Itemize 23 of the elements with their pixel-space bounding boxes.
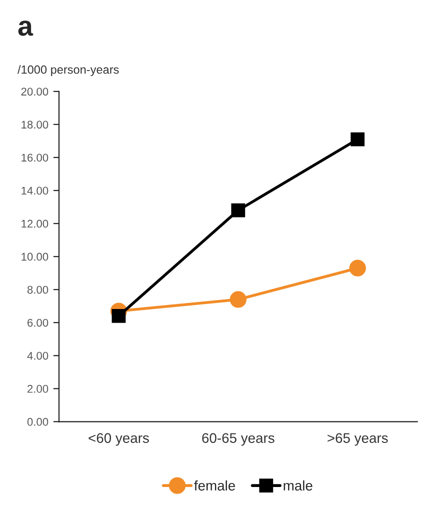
y-tick-label: 18.00 (22, 120, 48, 129)
point (112, 309, 126, 323)
chart-title: a (18, 20, 34, 36)
point (350, 132, 365, 146)
legend-label: female (194, 480, 236, 491)
y-tick-label: 0.00 (27, 418, 48, 426)
y-tick-label: 2.00 (28, 384, 48, 393)
y-tick-label: 8.00 (27, 286, 48, 294)
y-tick-label: 16.00 (22, 154, 48, 162)
point (231, 203, 246, 218)
y-tick-label: 14.00 (22, 186, 48, 195)
y-tick-label: 20.00 (21, 88, 48, 96)
x-tick-label: >65 years (328, 433, 388, 446)
point (230, 291, 246, 308)
legend-label: male (284, 480, 312, 491)
x-tick-label: 60-65 years (202, 433, 274, 446)
y-tick-label: 4.00 (27, 352, 48, 360)
y-axis-title: /1000 person-years (17, 65, 119, 76)
y-tick-label: 12.00 (22, 220, 48, 228)
point (349, 260, 366, 276)
y-tick-label: 6.00 (28, 318, 48, 327)
y-tick-label: 10.00 (22, 252, 48, 261)
x-tick-label: <60 years (88, 433, 149, 446)
